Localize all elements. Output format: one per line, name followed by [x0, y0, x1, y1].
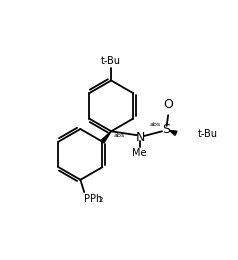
- Text: O: O: [163, 98, 173, 111]
- Polygon shape: [101, 131, 111, 143]
- Text: N: N: [136, 131, 145, 144]
- Text: 2: 2: [99, 197, 103, 203]
- Text: abs: abs: [114, 133, 125, 138]
- Text: PPh: PPh: [84, 194, 103, 204]
- Text: t-Bu: t-Bu: [101, 56, 121, 66]
- Text: t-Bu: t-Bu: [198, 129, 218, 139]
- Text: Me: Me: [132, 148, 147, 158]
- Text: S: S: [162, 123, 170, 136]
- Text: abs: abs: [149, 122, 160, 127]
